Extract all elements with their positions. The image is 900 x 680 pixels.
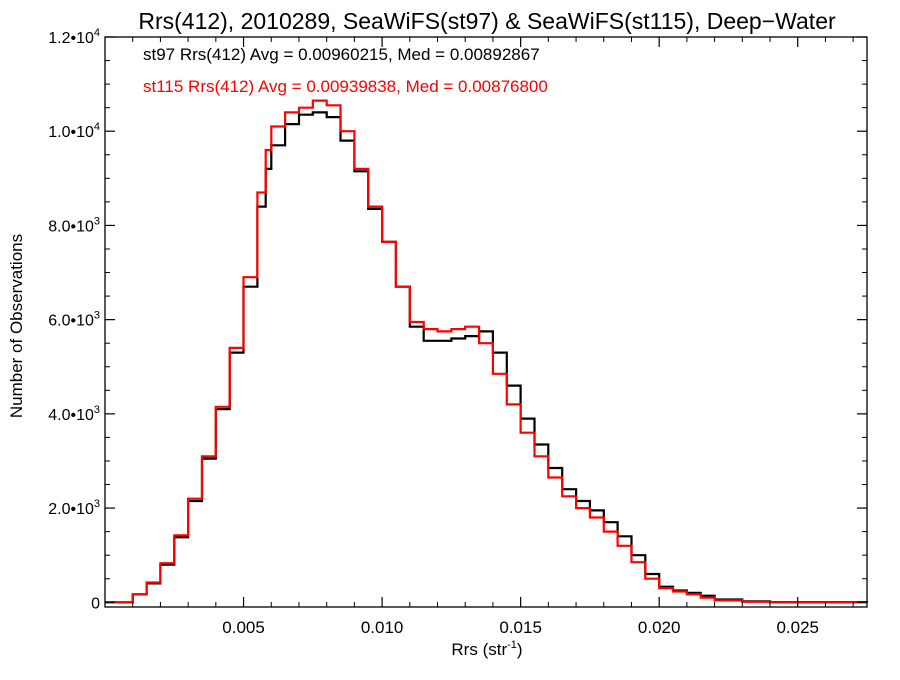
y-tick-exponent: 3 — [94, 498, 100, 510]
y-tick-label-5: 1.0•104 — [48, 121, 100, 141]
y-tick-label-6: 1.2•104 — [48, 27, 100, 47]
y-tick-exponent: 3 — [94, 215, 100, 227]
series-line-1 — [105, 99, 869, 604]
y-tick-exponent: 3 — [94, 310, 100, 322]
x-tick-label-2: 0.015 — [499, 618, 542, 637]
y-tick-label-0: 0 — [91, 595, 100, 612]
x-tick-label-4: 0.025 — [776, 618, 819, 637]
y-tick-label-3: 6.0•103 — [48, 310, 100, 330]
x-tick-label-3: 0.020 — [638, 618, 681, 637]
y-tick-mantissa: 1.2•10 — [48, 30, 94, 47]
axis-ticks: 0.005 0.010 0.015 0.020 0.02502.0•1034.0•103… — [48, 27, 867, 637]
chart-title: Rrs(412), 2010289, SeaWiFS(st97) & SeaWi… — [138, 8, 836, 34]
y-tick-label-4: 8.0•103 — [48, 215, 100, 235]
plot-frame — [104, 36, 868, 608]
x-axis-label-close: ) — [517, 640, 523, 659]
y-tick-exponent: 4 — [94, 121, 100, 133]
y-tick-exponent: 3 — [94, 404, 100, 416]
y-tick-label-1: 2.0•103 — [48, 498, 100, 518]
annotation-1: st115 Rrs(412) Avg = 0.00939838, Med = 0… — [143, 77, 548, 96]
x-axis-label-exponent: -1 — [507, 639, 517, 651]
y-tick-label-2: 4.0•103 — [48, 404, 100, 424]
y-tick-mantissa: 4.0•10 — [48, 407, 94, 424]
x-axis-label: Rrs (str-1) — [451, 639, 522, 659]
y-axis-label: Number of Observations — [7, 234, 26, 418]
annotations: st97 Rrs(412) Avg = 0.00960215, Med = 0.… — [143, 45, 548, 96]
y-tick-mantissa: 6.0•10 — [48, 313, 94, 330]
series-lines — [105, 99, 869, 604]
series-line-0 — [105, 111, 869, 604]
y-tick-mantissa: 8.0•10 — [48, 218, 94, 235]
x-tick-label-0: 0.005 — [222, 618, 265, 637]
y-tick-mantissa: 0 — [91, 595, 100, 612]
y-tick-exponent: 4 — [94, 27, 100, 39]
x-axis-label-text: Rrs (str — [451, 640, 507, 659]
y-tick-mantissa: 2.0•10 — [48, 501, 94, 518]
annotation-0: st97 Rrs(412) Avg = 0.00960215, Med = 0.… — [143, 45, 540, 64]
x-tick-label-1: 0.010 — [361, 618, 404, 637]
y-tick-mantissa: 1.0•10 — [48, 124, 94, 141]
